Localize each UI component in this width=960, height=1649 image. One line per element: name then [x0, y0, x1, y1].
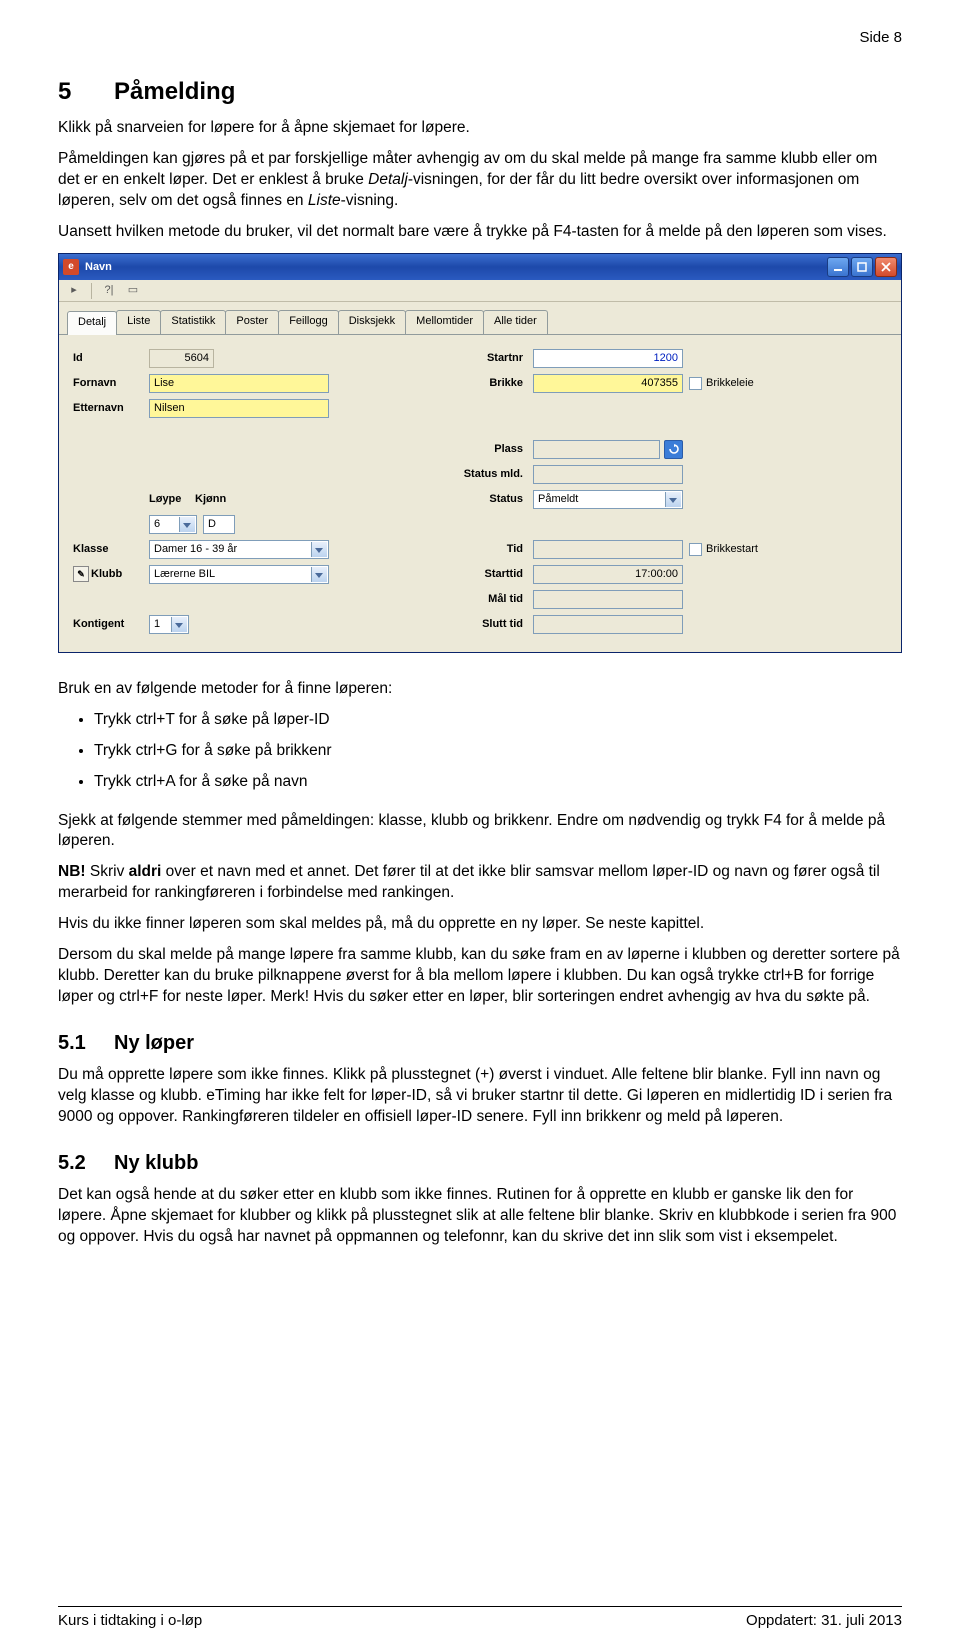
label-slutttid: Slutt tid — [447, 617, 527, 632]
tool-doc-icon[interactable]: ▭ — [124, 283, 142, 299]
page-number: Side 8 — [859, 28, 902, 48]
field-startnr[interactable]: 1200 — [533, 349, 683, 368]
tab-alletider[interactable]: Alle tider — [483, 310, 548, 334]
tool-nav-icon[interactable]: ▸ — [65, 283, 83, 299]
section-52-num: 5.2 — [58, 1150, 114, 1177]
section-5-title: Påmelding — [114, 78, 235, 105]
tab-liste[interactable]: Liste — [116, 310, 161, 334]
field-starttid[interactable]: 17:00:00 — [533, 565, 683, 584]
method-item: Trykk ctrl+T for å søke på løper-ID — [94, 710, 902, 731]
para-nb: NB! Skriv aldri over et navn med et anne… — [58, 862, 902, 904]
close-button[interactable] — [875, 257, 897, 277]
klubb-icon[interactable]: ✎ — [73, 566, 89, 582]
field-brikke[interactable]: 407355 — [533, 374, 683, 393]
field-kjonn[interactable]: D — [203, 515, 235, 534]
label-klasse: Klasse — [73, 542, 143, 557]
field-id: 5604 — [149, 349, 214, 368]
field-plass[interactable] — [533, 440, 660, 459]
section-52-title: Ny klubb — [114, 1152, 198, 1174]
label-maltid: Mål tid — [447, 592, 527, 607]
section-51-num: 5.1 — [58, 1030, 114, 1057]
toolbar: ▸ ?| ▭ — [59, 280, 901, 302]
label-statusmld: Status mld. — [447, 467, 527, 482]
field-statusmld[interactable] — [533, 465, 683, 484]
label-brikkestart: Brikkestart — [706, 542, 758, 557]
label-etternavn: Etternavn — [73, 401, 143, 416]
maximize-button[interactable] — [851, 257, 873, 277]
para-nyloper-ref: Hvis du ikke finner løperen som skal mel… — [58, 914, 902, 935]
brikkeleie-box[interactable] — [689, 377, 702, 390]
field-tid[interactable] — [533, 540, 683, 559]
tab-statistikk[interactable]: Statistikk — [160, 310, 226, 334]
method-item: Trykk ctrl+G for å søke på brikkenr — [94, 741, 902, 762]
app-icon: e — [63, 259, 79, 275]
label-starttid: Starttid — [447, 567, 527, 582]
field-etternavn[interactable]: Nilsen — [149, 399, 329, 418]
para-methods-intro: Bruk en av følgende metoder for å finne … — [58, 679, 902, 700]
tab-poster[interactable]: Poster — [225, 310, 279, 334]
tab-mellomtider[interactable]: Mellomtider — [405, 310, 484, 334]
tab-feillogg[interactable]: Feillogg — [278, 310, 339, 334]
label-plass: Plass — [447, 442, 527, 457]
tool-help-icon[interactable]: ?| — [100, 283, 118, 299]
field-maltid[interactable] — [533, 590, 683, 609]
page-footer: Kurs i tidtaking i o-løp Oppdatert: 31. … — [58, 1606, 902, 1631]
tab-detalj[interactable]: Detalj — [67, 311, 117, 335]
para-5-1: Klikk på snarveien for løpere for å åpne… — [58, 118, 902, 139]
para-sort: Dersom du skal melde på mange løpere fra… — [58, 945, 902, 1008]
field-klubb[interactable]: Lærerne BIL — [149, 565, 329, 584]
tab-disksjekk[interactable]: Disksjekk — [338, 310, 406, 334]
para-check: Sjekk at følgende stemmer med påmeldinge… — [58, 811, 902, 853]
field-fornavn[interactable]: Lise — [149, 374, 329, 393]
footer-right: Oppdatert: 31. juli 2013 — [746, 1611, 902, 1631]
window-title: Navn — [85, 260, 827, 275]
section-5-num: 5 — [58, 76, 114, 108]
label-loype: Løype — [149, 492, 189, 507]
checkbox-brikkeleie[interactable]: Brikkeleie — [689, 376, 887, 391]
label-startnr: Startnr — [447, 351, 527, 366]
label-brikkeleie: Brikkeleie — [706, 376, 754, 391]
para-5-2: Påmeldingen kan gjøres på et par forskje… — [58, 149, 902, 212]
para-52: Det kan også hende at du søker etter en … — [58, 1185, 902, 1248]
minimize-button[interactable] — [827, 257, 849, 277]
label-fornavn: Fornavn — [73, 376, 143, 391]
section-51-title: Ny løper — [114, 1032, 194, 1054]
refresh-plass-button[interactable] — [664, 440, 683, 459]
label-id: Id — [73, 351, 143, 366]
field-status[interactable]: Påmeldt — [533, 490, 683, 509]
navn-window: e Navn ▸ ?| ▭ Detalj Liste Statistikk Po… — [58, 253, 902, 653]
window-titlebar[interactable]: e Navn — [59, 254, 901, 280]
para-51: Du må opprette løpere som ikke finnes. K… — [58, 1065, 902, 1128]
field-kontigent[interactable]: 1 — [149, 615, 189, 634]
checkbox-brikkestart[interactable]: Brikkestart — [689, 542, 887, 557]
label-tid: Tid — [447, 542, 527, 557]
brikkestart-box[interactable] — [689, 543, 702, 556]
label-kjonn: Kjønn — [195, 492, 235, 507]
field-loype[interactable]: 6 — [149, 515, 197, 534]
section-5-heading: 5Påmelding — [58, 76, 902, 108]
field-klasse[interactable]: Damer 16 - 39 år — [149, 540, 329, 559]
method-item: Trykk ctrl+A for å søke på navn — [94, 772, 902, 793]
label-status: Status — [447, 492, 527, 507]
tabs-bar: Detalj Liste Statistikk Poster Feillogg … — [59, 302, 901, 335]
label-klubb: ✎Klubb — [73, 566, 143, 582]
label-brikke: Brikke — [447, 376, 527, 391]
section-51-heading: 5.1Ny løper — [58, 1030, 902, 1057]
section-52-heading: 5.2Ny klubb — [58, 1150, 902, 1177]
footer-left: Kurs i tidtaking i o-løp — [58, 1611, 202, 1631]
field-slutttid[interactable] — [533, 615, 683, 634]
label-kontigent: Kontigent — [73, 617, 143, 632]
methods-list: Trykk ctrl+T for å søke på løper-ID Tryk… — [94, 710, 902, 793]
para-5-3: Uansett hvilken metode du bruker, vil de… — [58, 222, 902, 243]
